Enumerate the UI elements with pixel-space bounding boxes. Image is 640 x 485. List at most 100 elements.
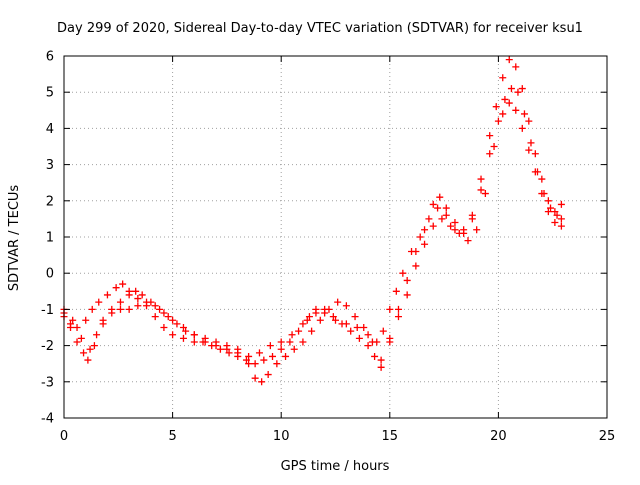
data-point bbox=[464, 237, 472, 245]
data-point bbox=[277, 345, 285, 353]
data-point bbox=[386, 334, 394, 342]
x-tick-label: 5 bbox=[168, 429, 176, 444]
data-point bbox=[321, 305, 329, 313]
data-point bbox=[557, 222, 565, 230]
data-point bbox=[295, 327, 303, 335]
data-point bbox=[156, 305, 164, 313]
plot-frame bbox=[63, 55, 608, 419]
x-axis-label: GPS time / hours bbox=[281, 459, 390, 474]
data-point bbox=[525, 146, 533, 154]
data-point bbox=[477, 175, 485, 183]
data-point bbox=[260, 356, 268, 364]
data-point bbox=[377, 363, 385, 371]
data-point bbox=[73, 338, 81, 346]
data-point bbox=[512, 106, 520, 114]
data-point bbox=[494, 117, 502, 125]
y-tick-label: 2 bbox=[46, 194, 54, 209]
data-point bbox=[182, 327, 190, 335]
data-point bbox=[251, 374, 259, 382]
data-point bbox=[90, 342, 98, 350]
data-point bbox=[527, 139, 535, 147]
data-point bbox=[290, 345, 298, 353]
data-point bbox=[538, 175, 546, 183]
data-point bbox=[499, 74, 507, 82]
y-tick-label: 4 bbox=[46, 122, 54, 137]
data-points bbox=[60, 56, 565, 386]
data-point bbox=[208, 342, 216, 350]
data-point bbox=[67, 324, 75, 331]
y-tick-label: -3 bbox=[41, 375, 54, 390]
data-point bbox=[190, 331, 198, 339]
chart-title: Day 299 of 2020, Sidereal Day-to-day VTE… bbox=[57, 21, 583, 36]
data-point bbox=[332, 316, 339, 324]
data-point bbox=[353, 324, 361, 331]
data-point bbox=[551, 219, 559, 227]
data-point bbox=[460, 226, 468, 234]
data-point bbox=[334, 298, 342, 306]
data-point bbox=[399, 269, 407, 277]
data-point bbox=[490, 143, 498, 150]
data-point bbox=[258, 378, 266, 386]
data-point bbox=[392, 287, 400, 295]
data-point bbox=[538, 190, 546, 198]
data-point bbox=[234, 352, 242, 360]
data-point bbox=[551, 208, 559, 216]
data-point bbox=[151, 302, 159, 310]
data-point bbox=[93, 331, 101, 339]
data-point bbox=[436, 193, 444, 201]
data-point bbox=[190, 338, 198, 346]
y-tick-label: -1 bbox=[41, 303, 54, 318]
data-point bbox=[88, 305, 96, 313]
data-point bbox=[412, 247, 420, 255]
data-point bbox=[251, 360, 259, 368]
series-track-c bbox=[60, 56, 565, 371]
data-point bbox=[505, 56, 513, 64]
x-tick-label: 10 bbox=[273, 429, 290, 444]
grid-lines bbox=[64, 56, 607, 418]
data-point bbox=[481, 190, 489, 198]
data-point bbox=[371, 352, 379, 360]
data-point bbox=[455, 229, 463, 237]
data-point bbox=[138, 291, 146, 299]
data-point bbox=[125, 291, 133, 299]
data-point bbox=[234, 345, 242, 353]
data-point bbox=[84, 356, 92, 364]
data-point bbox=[518, 85, 526, 93]
data-point bbox=[507, 85, 515, 93]
data-point bbox=[179, 324, 187, 331]
data-point bbox=[377, 356, 385, 364]
data-point bbox=[245, 352, 253, 360]
data-point bbox=[73, 324, 81, 331]
data-point bbox=[434, 204, 442, 212]
data-point bbox=[451, 219, 459, 227]
data-point bbox=[514, 88, 522, 96]
y-tick-label: 3 bbox=[46, 158, 54, 173]
data-point bbox=[421, 226, 429, 234]
data-point bbox=[557, 200, 565, 208]
data-point bbox=[160, 324, 168, 331]
data-point bbox=[103, 291, 111, 299]
data-point bbox=[299, 320, 307, 328]
x-tick-label: 25 bbox=[599, 429, 616, 444]
data-point bbox=[305, 313, 313, 321]
data-point bbox=[255, 349, 263, 357]
data-point bbox=[199, 338, 207, 346]
data-point bbox=[169, 331, 177, 339]
data-point bbox=[486, 132, 494, 140]
data-point bbox=[499, 110, 507, 118]
y-tick-label: -2 bbox=[41, 339, 54, 354]
data-point bbox=[286, 338, 294, 346]
data-point bbox=[403, 291, 411, 299]
data-point bbox=[338, 320, 346, 328]
x-tick-label: 15 bbox=[382, 429, 399, 444]
data-point bbox=[282, 352, 290, 360]
data-point bbox=[347, 327, 355, 335]
data-point bbox=[379, 327, 387, 335]
data-point bbox=[134, 295, 142, 303]
data-point bbox=[266, 342, 274, 350]
data-point bbox=[82, 316, 90, 324]
y-tick-label: 6 bbox=[46, 50, 54, 65]
data-point bbox=[125, 305, 133, 313]
data-point bbox=[501, 95, 509, 103]
